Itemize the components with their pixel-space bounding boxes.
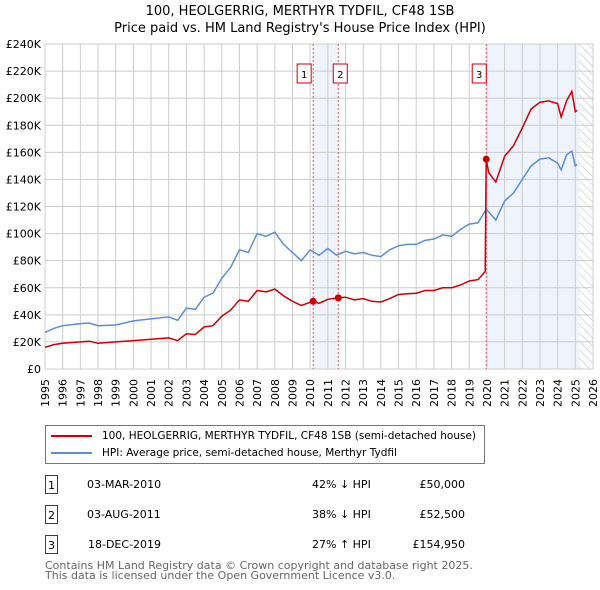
footer: Contains HM Land Registry data © Crown c… xyxy=(45,559,473,582)
transaction-row: 3 18-DEC-2019 £154,950 27% ↑ HPI xyxy=(45,535,465,555)
transaction-hpi: 38% ↓ HPI xyxy=(312,508,371,521)
x-tick-label: 2002 xyxy=(163,379,176,407)
x-tick-label: 2018 xyxy=(446,379,459,407)
transaction-price: £50,000 xyxy=(419,478,466,491)
legend-blue-label: HPI: Average price, semi-detached house,… xyxy=(102,447,397,459)
x-tick-label: 2003 xyxy=(180,379,193,407)
sale-badge xyxy=(296,63,312,84)
x-tick-label: 2011 xyxy=(322,379,335,407)
y-tick-label: £180K xyxy=(6,119,42,132)
chart-title-line1: 100, HEOLGERRIG, MERTHYR TYDFIL, CF48 1S… xyxy=(145,4,455,19)
price-chart: 1995 1996 1997 1998 1999 2000 2001 2002 2003 2004… xyxy=(6,38,600,407)
chart-title-line2: Price paid vs. HM Land Registry's House … xyxy=(114,21,486,36)
sale-badge-label: 1 xyxy=(301,70,307,81)
y-tick-label: £20K xyxy=(13,336,42,349)
series-line-property xyxy=(44,89,578,349)
y-tick-label: £220K xyxy=(6,65,42,78)
x-tick-label: 2022 xyxy=(516,379,529,407)
sale-point xyxy=(334,294,342,302)
x-tick-label: 2026 xyxy=(587,379,600,407)
transaction-price: £52,500 xyxy=(419,508,466,521)
footer-line2: This data is licensed under the Open Gov… xyxy=(45,569,396,582)
x-tick-label: 2005 xyxy=(216,379,229,407)
legend-red-line xyxy=(51,435,92,437)
sale-badge-label: 3 xyxy=(476,70,482,81)
x-tick-label: 2017 xyxy=(428,379,441,407)
y-tick-label: £60K xyxy=(13,282,42,295)
x-tick-label: 1995 xyxy=(39,379,52,407)
transaction-date: 18-DEC-2019 xyxy=(88,538,162,551)
x-tick-label: 1999 xyxy=(110,379,123,407)
transaction-badge: 3 xyxy=(45,535,58,554)
y-tick-label: £80K xyxy=(13,255,42,268)
plot-frame xyxy=(44,43,594,370)
transaction-row: 1 03-MAR-2010 £50,000 42% ↓ HPI xyxy=(45,475,465,495)
x-tick-label: 1998 xyxy=(92,379,105,407)
sale-badge xyxy=(471,63,487,84)
x-tick-label: 2019 xyxy=(463,379,476,407)
transaction-hpi: 42% ↓ HPI xyxy=(312,478,371,491)
legend: 100, HEOLGERRIG, MERTHYR TYDFIL, CF48 1S… xyxy=(45,425,485,464)
x-tick-label: 2010 xyxy=(304,379,317,407)
x-tick-label: 2006 xyxy=(233,379,246,407)
x-tick-label: 2008 xyxy=(269,379,282,407)
sale-point xyxy=(482,155,490,163)
x-tick-label: 2000 xyxy=(127,379,140,407)
x-tick-label: 1997 xyxy=(74,379,87,407)
x-tick-label: 2015 xyxy=(393,379,406,407)
transaction-badge: 2 xyxy=(45,505,58,524)
transaction-badge: 1 xyxy=(45,475,58,494)
x-tick-label: 2013 xyxy=(357,379,370,407)
x-tick-label: 2024 xyxy=(552,379,565,407)
y-tick-label: £140K xyxy=(6,173,42,186)
transaction-price: £154,950 xyxy=(412,538,466,551)
y-tick-label: £40K xyxy=(13,309,42,322)
footer-line1: Contains HM Land Registry data © Crown c… xyxy=(45,559,473,572)
transaction-date: 03-AUG-2011 xyxy=(87,508,161,521)
y-tick-label: £200K xyxy=(6,92,42,105)
x-tick-label: 2009 xyxy=(286,379,299,407)
x-tick-label: 1996 xyxy=(57,379,70,407)
transaction-row: 2 03-AUG-2011 £52,500 38% ↓ HPI xyxy=(45,505,465,525)
sale-badge xyxy=(332,63,348,84)
x-tick-label: 2020 xyxy=(481,379,494,407)
x-tick-label: 2016 xyxy=(410,379,423,407)
x-tick-label: 2012 xyxy=(340,379,353,407)
series-line-hpi xyxy=(44,149,578,334)
y-tick-label: £0 xyxy=(27,363,41,376)
x-tick-label: 2001 xyxy=(145,379,158,407)
x-tick-label: 2023 xyxy=(534,379,547,407)
legend-blue-line xyxy=(51,452,92,454)
x-tick-label: 2025 xyxy=(569,379,582,407)
x-tick-label: 2014 xyxy=(375,379,388,407)
sale-badge-label: 2 xyxy=(337,70,343,81)
legend-red-label: 100, HEOLGERRIG, MERTHYR TYDFIL, CF48 1S… xyxy=(102,430,477,442)
y-tick-label: £120K xyxy=(6,201,42,214)
transaction-date: 03-MAR-2010 xyxy=(87,478,162,491)
y-tick-label: £160K xyxy=(6,146,42,159)
y-tick-label: £240K xyxy=(6,38,42,51)
x-tick-label: 2007 xyxy=(251,379,264,407)
y-tick-label: £100K xyxy=(6,228,42,241)
sale-point xyxy=(309,297,317,305)
x-tick-label: 2004 xyxy=(198,379,211,407)
x-tick-label: 2021 xyxy=(499,379,512,407)
transaction-hpi: 27% ↑ HPI xyxy=(312,538,371,551)
